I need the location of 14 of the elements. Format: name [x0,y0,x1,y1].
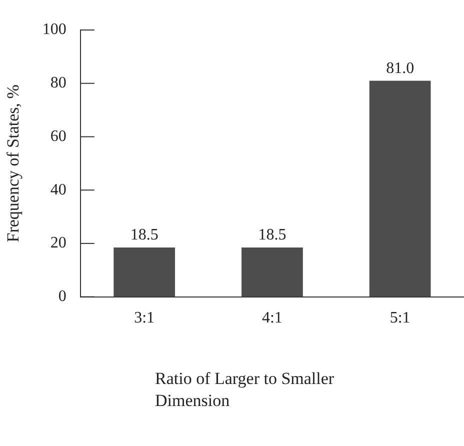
y-tick-label: 60 [50,128,66,145]
y-tick-label: 80 [50,74,66,92]
data-label: 18.5 [258,226,286,244]
y-tick-label: 20 [50,234,66,252]
y-tick-label: 0 [58,288,66,306]
y-tick-label: 40 [50,181,66,198]
x-tick-label: 3:1 [134,310,155,327]
x-tick-label: 4:1 [262,310,282,327]
y-axis-title: Frequency of States, % [4,84,23,242]
x-axis-title: Ratio of Larger to Smaller Dimension [155,368,336,412]
x-tick-label: 5:1 [390,310,410,327]
y-tick-label: 100 [42,21,66,38]
data-label: 81.0 [386,60,414,77]
data-label: 18.5 [130,226,158,244]
